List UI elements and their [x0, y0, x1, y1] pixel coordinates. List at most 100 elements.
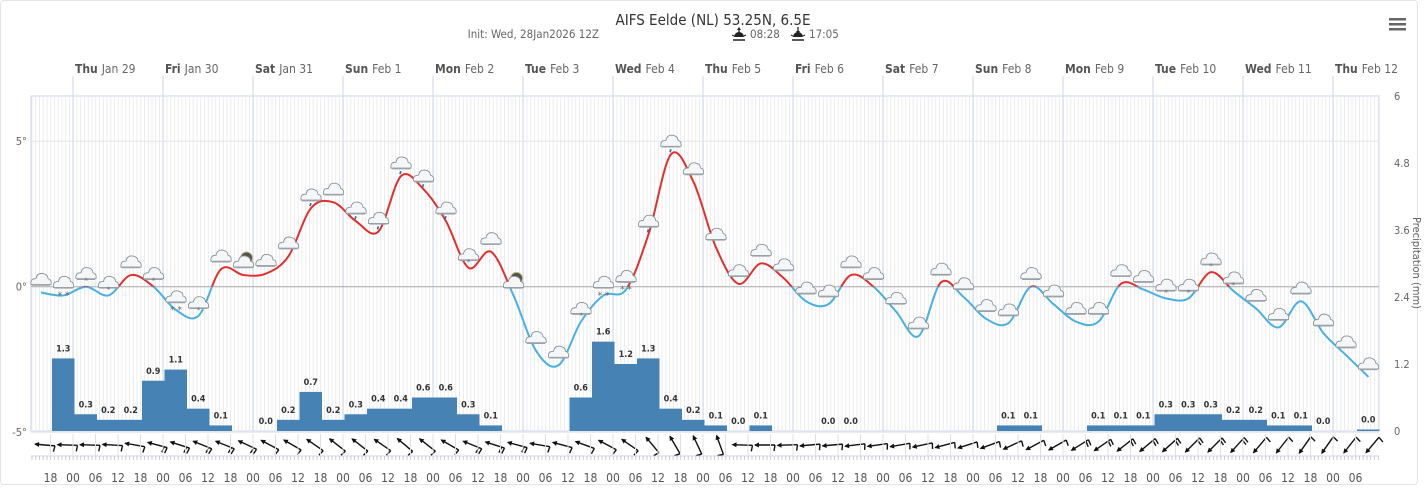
wind-barb-icon [669, 435, 681, 457]
precipitation-label: 0.1 [1294, 411, 1309, 421]
cloud-shape [1245, 288, 1267, 301]
precipitation-bar [592, 341, 615, 431]
wind-barb-icon [620, 438, 639, 456]
cloud-icon [1335, 335, 1357, 349]
wind-arrowhead [1343, 448, 1349, 454]
wind-barb-icon [484, 440, 506, 454]
wind-arrowhead [1161, 447, 1168, 453]
cloud-icon [1245, 288, 1267, 302]
day-label: Fri Jan 30 [165, 62, 219, 76]
wind-barb-icon [934, 441, 956, 449]
precipitation-label: 0.1 [214, 411, 229, 421]
day-weekday: Mon [1065, 62, 1091, 76]
precipitation-label: 0.3 [1204, 400, 1218, 410]
hour-label: 00 [696, 471, 710, 485]
cloud-icon [1020, 267, 1042, 280]
plot-area [30, 95, 1380, 432]
cloud-icon [952, 277, 975, 291]
rain-icon [345, 201, 367, 220]
wind-arrowhead [669, 435, 675, 442]
wind-feather [475, 447, 480, 454]
wind-feather [1378, 436, 1384, 443]
cloud-shape [1312, 313, 1335, 326]
day-label: Tue Feb 10 [1155, 62, 1216, 76]
cloud-icon [120, 255, 142, 269]
wind-feather [477, 448, 483, 455]
cloud-shape [795, 281, 817, 294]
day-label: Wed Feb 11 [1245, 62, 1312, 76]
precipitation-bar [299, 391, 322, 431]
sunrise-icon [731, 27, 747, 41]
wind-arrowhead [146, 441, 153, 446]
hour-label: 00 [606, 471, 620, 485]
wind-feather [186, 447, 191, 454]
wind-arrowhead [866, 443, 872, 449]
hour-label: 06 [359, 471, 373, 485]
wind-feather [1154, 438, 1159, 445]
cloud-shape [345, 201, 367, 214]
wind-barb-icon [799, 443, 821, 451]
cloud-shape [30, 272, 52, 285]
wind-arrowhead [1252, 447, 1259, 454]
snowflakes: * * [170, 305, 182, 316]
wind-barb-icon [79, 442, 101, 452]
cloud-shape [435, 201, 457, 214]
precipitation-bar [1132, 425, 1155, 431]
precipitation-label: 0.0 [1316, 417, 1331, 427]
wind-arrowhead [1365, 447, 1371, 454]
wind-arrowhead [551, 441, 558, 446]
cloud-icon [795, 281, 817, 295]
hour-label: 06 [269, 471, 283, 485]
hour-label: 00 [156, 471, 170, 485]
wind-barb-icon [844, 443, 866, 450]
cloud-shape [727, 264, 750, 277]
wind-feather [695, 453, 702, 457]
precipitation-bar [1244, 419, 1267, 431]
snow-icon: * * [592, 275, 615, 301]
cloud-icon [750, 243, 772, 257]
cloud-icon [1290, 281, 1312, 295]
wind-feather [1243, 437, 1249, 443]
day-weekday: Sun [975, 62, 998, 76]
wind-feather [501, 447, 506, 454]
wind-arrowhead [844, 443, 850, 449]
wind-feather [252, 448, 258, 455]
cloud-shape [97, 275, 120, 288]
precipitation-label: 0.4 [371, 395, 386, 405]
rain-drop [376, 226, 380, 230]
precipitation-tick-label: 6 [1394, 90, 1400, 103]
snow-icon: * * [52, 275, 75, 301]
wind-barb-icon [979, 440, 1002, 450]
wind-arrowhead [776, 442, 782, 448]
wind-barb-icon [146, 441, 168, 454]
wind-barb-icon [418, 438, 436, 456]
hamburger-menu-icon[interactable] [1389, 17, 1407, 31]
cloud-icon [1110, 264, 1132, 278]
hour-label: 18 [1304, 471, 1318, 485]
temperature-tick-label: -5° [12, 426, 27, 439]
moon-cloud-icon [502, 271, 525, 289]
day-label: Sat Feb 7 [885, 62, 939, 76]
wind-arrowhead [754, 442, 759, 448]
precipitation-label: 0.2 [686, 406, 700, 416]
wind-barb-icon [1298, 436, 1316, 455]
wind-feather [717, 453, 724, 457]
cloud-icon [1065, 302, 1087, 315]
day-weekday: Fri [165, 62, 181, 76]
cloud-icon [255, 254, 277, 267]
wind-feather [52, 445, 56, 452]
snowflakes: * * [58, 290, 70, 301]
wind-arrowhead [1139, 446, 1145, 453]
wind-barb-icon [889, 442, 911, 450]
wind-feather [1085, 441, 1089, 448]
rain-drop [399, 170, 402, 175]
cloud-shape [210, 249, 232, 262]
precipitation-label: 0.1 [1271, 411, 1286, 421]
precipitation-bar [569, 397, 592, 431]
wind-arrowhead [328, 438, 335, 444]
cloud-shape [1065, 302, 1087, 315]
precipitation-bar [1222, 419, 1245, 431]
precipitation-label: 0.1 [484, 411, 499, 421]
sunrise-time: 08:28 [750, 27, 780, 41]
hour-label: 06 [809, 471, 823, 485]
